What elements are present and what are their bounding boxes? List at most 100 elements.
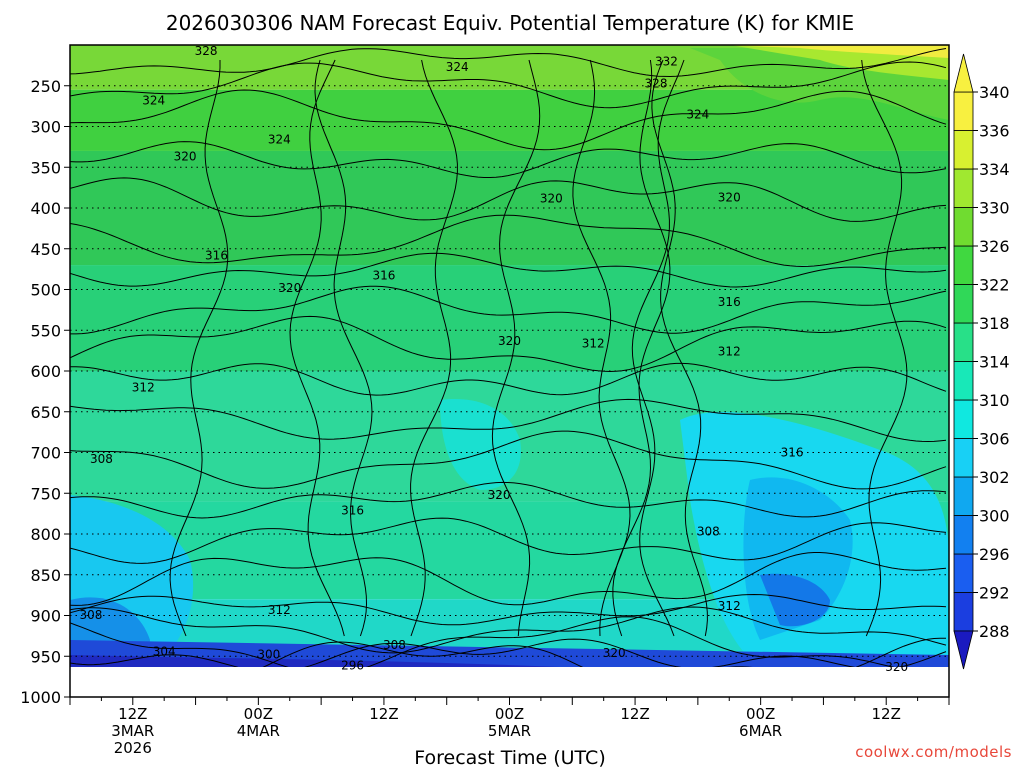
pressure-gridlines [70,85,949,657]
y-tick-label: 750 [30,484,61,503]
contour-line [70,177,947,222]
contour-line [70,398,947,443]
contour-lines [70,48,947,667]
contour-label: 332 [655,54,678,68]
colorbar-swatch [953,91,974,131]
colorbar-min-arrow [953,630,974,670]
colorbar-swatch [953,130,974,170]
contour-line [651,59,708,637]
contour-line [70,141,947,178]
colorbar-label: 336 [979,122,1010,141]
contour-line [491,59,541,637]
x-tick-label: 12Z [369,705,398,723]
y-tick-label: 800 [30,525,61,544]
colorbar-label: 318 [979,314,1010,333]
theta-e-region [760,573,830,627]
contour-label: 316 [205,248,228,262]
colorbar-label: 306 [979,430,1010,449]
theta-e-region [70,655,560,667]
colorbar-swatch [953,361,974,401]
colorbar-label: 340 [979,83,1010,102]
y-tick-label: 500 [30,281,61,300]
colorbar-swatch [953,438,974,478]
contour-line [572,59,631,637]
contour-label: 312 [718,345,741,359]
colorbar-swatch [953,553,974,593]
contour-label: 320 [540,191,563,205]
contour-line [410,59,458,637]
y-tick-label: 600 [30,362,61,381]
contour-label: 320 [174,150,197,164]
contour-label: 308 [383,638,406,652]
chart-title: 2026030306 NAM Forecast Equiv. Potential… [166,11,854,35]
contour-line [612,59,671,637]
contour-label: 300 [257,648,280,662]
y-tick-label: 450 [30,240,61,259]
contour-label: 324 [268,133,291,147]
contour-label: 296 [341,658,364,672]
colorbar-label: 302 [979,468,1010,487]
contour-line [289,59,345,637]
x-tick-label: 12Z [872,705,901,723]
contour-line [70,48,947,78]
contour-label: 328 [645,76,668,90]
theta-e-color-bands [70,45,949,667]
contour-label: 316 [341,503,364,517]
contour-line [169,60,229,637]
x-tick-label: 00Z [495,705,524,723]
theta-e-band [70,265,949,371]
colorbar-swatch [953,515,974,555]
colorbar-label: 322 [979,276,1010,295]
contour-label: 320 [885,660,908,674]
y-tick-label: 900 [30,607,61,626]
y-tick-label: 950 [30,647,61,666]
colorbar-swatch [953,284,974,324]
contour-label: 320 [718,190,741,204]
colorbar-label: 292 [979,584,1010,603]
y-tick-label: 700 [30,444,61,463]
y-tick-label: 350 [30,158,61,177]
colorbar-label: 310 [979,391,1010,410]
contour-label: 312 [582,336,605,350]
colorbar-label: 330 [979,199,1010,218]
plot-area [70,45,949,667]
contour-line [70,285,947,335]
site-credit[interactable]: coolwx.com/models [855,743,1012,761]
contour-label: 312 [268,603,291,617]
contour-label: 320 [603,646,626,660]
y-axis: 250 300 350 400 450 500 550 600 650 700 750 800 850 9… [20,77,70,707]
colorbar-swatch [953,592,974,632]
y-tick-label: 1000 [20,688,61,707]
colorbar-swatch [953,476,974,516]
contour-line [70,517,947,564]
contour-label: 324 [446,60,469,74]
contour-label: 320 [488,488,511,502]
contour-line [631,59,685,637]
contour-line [70,593,947,626]
x-tick-label: 3MAR [111,722,154,740]
contour-line [314,59,373,637]
contour-line [262,637,946,667]
contour-line [70,606,947,654]
contour-label: 320 [498,334,521,348]
x-tick-label: 6MAR [739,722,782,740]
x-tick-label: 12Z [620,705,649,723]
theta-e-region [720,45,949,58]
contour-label: 312 [718,599,741,613]
y-tick-label: 850 [30,566,61,585]
contour-labels: 328 324 332 328 324 324 324 320 320 320 316 316 320 3… [79,44,908,674]
y-tick-label: 400 [30,199,61,218]
x-tick-label: 2026 [114,739,152,757]
colorbar-swatch [953,168,974,208]
contour-label: 312 [132,380,155,394]
colorbar-label: 296 [979,545,1010,564]
y-tick-label: 300 [30,118,61,137]
contour-line [70,61,947,109]
contour-label: 316 [718,295,741,309]
contour-label: 324 [142,93,165,107]
contour-label: 316 [372,269,395,283]
colorbar-swatch [953,322,974,362]
y-tick-label: 250 [30,77,61,96]
